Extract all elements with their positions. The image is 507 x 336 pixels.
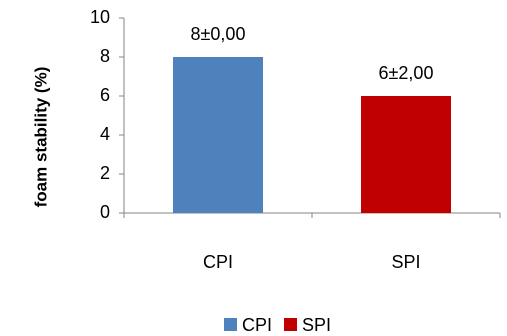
bar-spi	[361, 96, 451, 213]
x-category-label: SPI	[391, 252, 420, 272]
data-label-spi: 6±2,00	[379, 63, 434, 83]
legend-label-spi: SPI	[302, 315, 331, 335]
legend-label-cpi: CPI	[242, 315, 272, 335]
y-axis-title: foam stability (%)	[31, 67, 50, 208]
y-tick-label: 0	[100, 202, 110, 222]
legend-swatch-cpi	[224, 318, 237, 331]
y-tick-label: 10	[90, 7, 110, 27]
bar-cpi	[173, 57, 263, 213]
y-tick-label: 8	[100, 46, 110, 66]
y-tick-label: 2	[100, 163, 110, 183]
y-tick-label: 6	[100, 85, 110, 105]
data-label-cpi: 8±0,00	[191, 24, 246, 44]
legend-swatch-spi	[284, 318, 297, 331]
y-tick-label: 4	[100, 124, 110, 144]
x-category-label: CPI	[203, 252, 233, 272]
